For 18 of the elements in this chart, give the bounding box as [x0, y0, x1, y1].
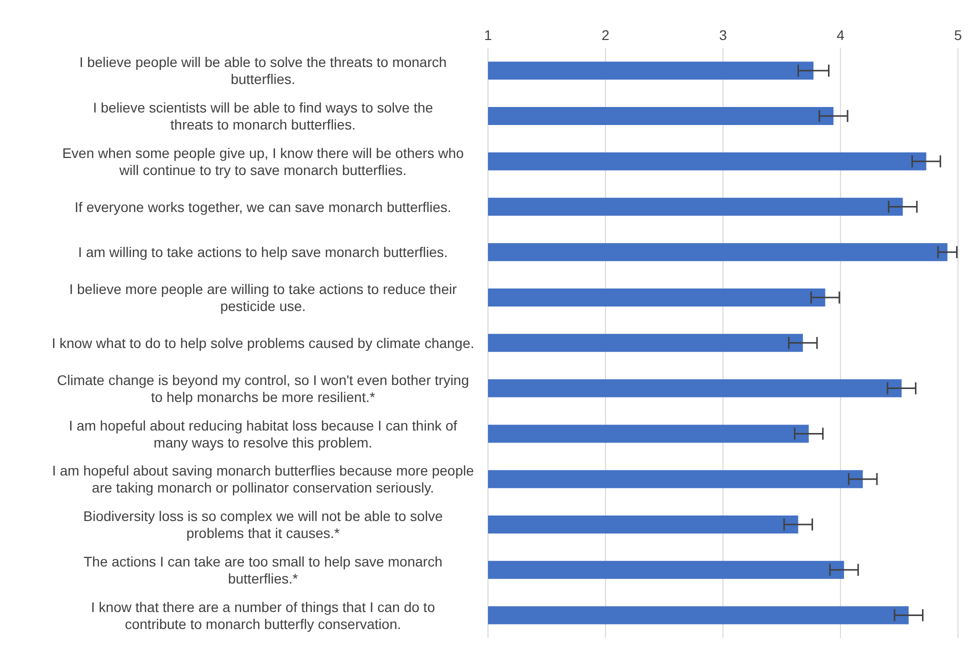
x-tick-label: 1	[484, 27, 492, 43]
y-tick-label: I know what to do to help solve problems caused by climate change.	[52, 335, 474, 351]
y-tick-label: Even when some people give up, I know there will be others who will continue to try to save monarch butterflies.	[62, 144, 464, 178]
y-tick-label: Climate change is beyond my control, so I won't even bother trying to help monarchs be more resilient.*	[57, 372, 469, 405]
y-tick-label: I am hopeful about reducing habitat loss because I can think of many ways to resolve this problem.	[68, 417, 458, 450]
x-tick-label: 5	[954, 27, 962, 43]
y-tick-label: I am hopeful about saving monarch butterflies because more people are taking monarch or pollinator conservation seriously.	[52, 462, 474, 496]
y-tick-label: I believe people will be able to solve the threats to monarch butterflies.	[79, 54, 447, 88]
y-tick-label: Biodiversity loss is so complex we will not be able to solve problems that it causes.*	[83, 508, 443, 542]
y-tick-label: The actions I can take are too small to help save monarch butterflies.*	[84, 553, 442, 586]
y-tick-label: I believe more people are willing to take actions to reduce their pesticide use.	[69, 281, 458, 314]
x-tick-label: 3	[719, 27, 728, 43]
y-tick-label: If everyone works together, we can save monarch butterflies.	[74, 198, 452, 215]
y-tick-label: I believe scientists will be able to find ways to solve the threats to monarch butterflies.	[92, 100, 434, 133]
x-tick-label: 2	[602, 27, 610, 43]
x-tick-label: 4	[836, 27, 845, 43]
y-tick-label: I am willing to take actions to help save monarch butterflies.	[78, 244, 448, 260]
y-tick-label: I know that there are a number of things that I can do to contribute to monarch butterfly conservation.	[91, 598, 436, 632]
